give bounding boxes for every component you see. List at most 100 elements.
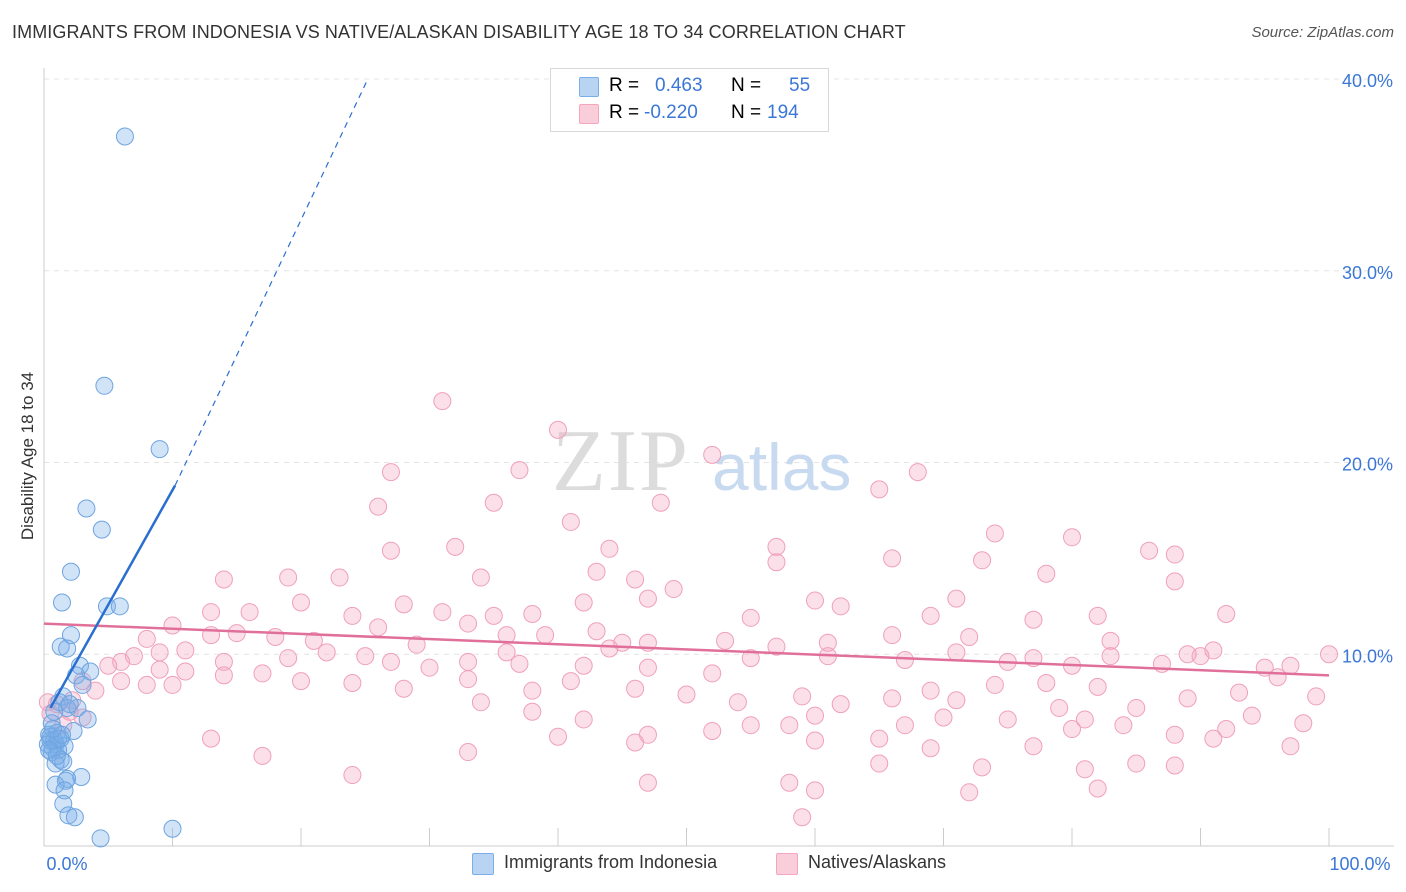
natives-alaskans-point xyxy=(163,675,182,694)
natives-alaskans-point xyxy=(600,639,619,658)
grid-layer xyxy=(44,78,1394,655)
natives-alaskans-point xyxy=(1178,689,1197,708)
natives-alaskans-point xyxy=(266,627,285,646)
indonesia-points xyxy=(38,127,182,848)
natives-alaskans-point xyxy=(883,689,902,708)
indonesia-point xyxy=(91,829,110,848)
natives-alaskans-point xyxy=(1165,572,1184,591)
natives-alaskans-point xyxy=(703,664,722,683)
natives-alaskans-point xyxy=(1268,668,1287,687)
natives-alaskans-point xyxy=(1114,716,1133,735)
natives-alaskans-point xyxy=(317,643,336,662)
natives-alaskans-point xyxy=(510,461,529,480)
natives-alaskans-point xyxy=(806,731,824,750)
natives-alaskans-point xyxy=(176,641,195,660)
natives-alaskans-point xyxy=(523,681,542,700)
natives-alaskans-point xyxy=(343,766,362,785)
natives-alaskans-point xyxy=(1165,756,1184,775)
natives-alaskans-point xyxy=(651,493,670,512)
indonesia-point xyxy=(61,626,80,645)
indonesia-point xyxy=(81,662,100,681)
indonesia-point xyxy=(60,695,79,714)
indonesia-point xyxy=(59,806,78,825)
natives-alaskans-point xyxy=(292,672,310,691)
natives-alaskans-point xyxy=(638,773,657,792)
indonesia-point xyxy=(72,767,91,786)
natives-alaskans-point xyxy=(741,716,760,735)
natives-alaskans-point xyxy=(1037,564,1056,583)
natives-alaskans-point xyxy=(1217,604,1236,623)
y-tick-label: 10.0% xyxy=(1342,646,1393,666)
natives-alaskans-point xyxy=(1088,779,1107,798)
indonesia-point xyxy=(110,597,129,616)
natives-alaskans-point xyxy=(806,781,824,800)
natives-alaskans-point xyxy=(818,633,837,652)
indonesia-point xyxy=(92,520,111,539)
natives-alaskans-point xyxy=(471,568,490,587)
indonesia-point xyxy=(58,639,77,658)
natives-alaskans-point xyxy=(574,710,593,729)
natives-alaskans-point xyxy=(1178,645,1197,664)
natives-alaskans-point xyxy=(202,729,221,748)
legend-swatch-natives xyxy=(579,104,599,124)
indonesia-point xyxy=(73,675,92,694)
natives-alaskans-point xyxy=(343,606,362,625)
y-tick-label: 30.0% xyxy=(1342,263,1393,283)
natives-alaskans-point xyxy=(253,746,272,765)
natives-alaskans-point xyxy=(780,716,799,735)
natives-alaskans-point xyxy=(973,758,992,777)
natives-alaskans-point xyxy=(1024,737,1043,756)
natives-alaskans-point xyxy=(433,392,452,411)
natives-alaskans-point xyxy=(638,589,657,608)
natives-alaskans-point xyxy=(112,672,131,691)
legend-label-natives: Natives/Alaskans xyxy=(808,852,947,872)
natives-alaskans-point xyxy=(394,679,413,698)
indonesia-point xyxy=(52,593,71,612)
indonesia-point xyxy=(56,771,75,790)
natives-alaskans-point xyxy=(549,727,567,746)
natives-alaskans-point xyxy=(176,662,195,681)
natives-alaskans-point xyxy=(214,570,233,589)
natives-alaskans-point xyxy=(793,687,812,706)
natives-alaskans-point xyxy=(253,664,272,683)
natives-alaskans-point xyxy=(54,716,73,735)
indonesia-point xyxy=(150,440,169,459)
natives-alaskans-point xyxy=(600,539,619,558)
natives-alaskans-point xyxy=(459,614,478,633)
natives-alaskans-point xyxy=(394,595,413,614)
indonesia-trend-line xyxy=(49,484,177,709)
natives-alaskans-point xyxy=(304,631,323,650)
natives-alaskans-point xyxy=(870,754,889,773)
chart-title: IMMIGRANTS FROM INDONESIA VS NATIVE/ALAS… xyxy=(12,22,906,42)
trend-lines xyxy=(43,78,1330,709)
natives-alaskans-point xyxy=(587,622,606,641)
natives-alaskans-point xyxy=(150,660,169,679)
natives-alaskans-point xyxy=(908,463,927,482)
natives-alaskans-point xyxy=(626,570,645,589)
natives-alaskans-point xyxy=(626,679,645,698)
indonesia-point xyxy=(54,794,73,813)
y-tick-label: 40.0% xyxy=(1342,71,1393,91)
indonesia-point xyxy=(61,562,80,581)
legend-r-label-1: R = xyxy=(609,75,640,96)
natives-alaskans-point xyxy=(561,512,580,531)
natives-alaskans-point xyxy=(1281,737,1300,756)
natives-alaskans-point xyxy=(1140,541,1159,560)
natives-alaskans-point xyxy=(703,445,722,464)
natives-alaskans-point xyxy=(1037,674,1056,693)
natives-alaskans-point xyxy=(741,608,760,627)
natives-alaskans-point xyxy=(947,589,966,608)
natives-alaskans-point xyxy=(381,652,400,671)
natives-alaskans-point xyxy=(638,658,657,677)
natives-alaskans-point xyxy=(716,631,735,650)
indonesia-point xyxy=(52,725,71,744)
x-tick-label: 100.0% xyxy=(1329,854,1390,874)
indonesia-point xyxy=(46,775,65,794)
natives-alaskans-point xyxy=(1127,754,1146,773)
natives-alaskans-point xyxy=(523,702,542,721)
natives-alaskans-point xyxy=(1075,760,1094,779)
natives-alaskans-point xyxy=(947,691,966,710)
natives-alaskans-point xyxy=(767,553,786,572)
legend-swatch-indonesia-bottom xyxy=(472,853,494,875)
